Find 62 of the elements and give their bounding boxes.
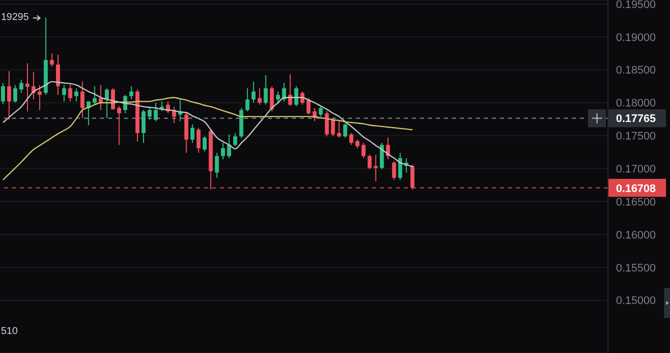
y-tick-label: 0.16500	[616, 196, 656, 208]
candlestick	[398, 152, 402, 180]
candlestick	[362, 142, 366, 159]
annotation: 510	[1, 326, 18, 337]
candlestick	[19, 79, 24, 94]
y-tick-label: 0.15000	[616, 295, 656, 308]
candlestick	[245, 88, 250, 112]
candlestick	[276, 91, 280, 104]
candlestick	[13, 84, 18, 104]
candlestick	[80, 81, 84, 118]
candlestick	[117, 106, 122, 146]
candlestick	[62, 84, 66, 102]
candlestick	[50, 52, 54, 68]
candlestick	[349, 132, 354, 146]
candlestick	[220, 142, 225, 160]
y-tick-label: 0.19500	[616, 0, 656, 11]
candlestick	[74, 88, 78, 102]
candlestick	[1, 82, 5, 105]
candlestick	[202, 136, 207, 152]
y-tick-label: 0.15500	[616, 262, 656, 274]
candlestick	[258, 88, 262, 106]
annotation: 19295	[1, 12, 29, 23]
candlestick	[337, 120, 342, 138]
candlestick	[343, 122, 348, 138]
candlestick	[318, 106, 323, 118]
candlestick	[196, 127, 201, 154]
candlestick	[7, 70, 12, 120]
ref-line-label: 0.16708	[616, 182, 656, 195]
candlestick	[104, 88, 109, 118]
candlestick	[264, 74, 268, 106]
candlestick	[142, 109, 146, 144]
candlestick	[374, 154, 378, 182]
candlestick	[129, 86, 134, 100]
candlestick	[380, 142, 384, 170]
candlestick	[25, 62, 30, 112]
candlestick	[368, 154, 372, 170]
candlestick	[324, 110, 329, 137]
line-series	[2, 96, 414, 180]
y-tick-label: 0.18000	[616, 98, 656, 110]
y-tick-label: 0.17500	[616, 130, 656, 143]
candlestick	[270, 86, 274, 112]
candlestick	[190, 124, 194, 144]
candlestick	[92, 86, 97, 106]
y-tick-label: 0.19000	[616, 32, 656, 44]
candlestick	[252, 81, 256, 104]
candlestick	[56, 54, 60, 96]
candlestick	[148, 108, 152, 120]
candlestick	[68, 84, 72, 102]
y-tick-label: 0.18500	[616, 64, 656, 77]
candlestick	[233, 132, 238, 147]
candlestick	[306, 98, 311, 116]
candlestick	[214, 152, 219, 178]
y-tick-label: 0.16000	[616, 229, 656, 242]
candlestick	[154, 102, 158, 122]
candlestick	[294, 86, 298, 107]
ref-line-label: 0.17765	[616, 113, 656, 126]
candlestick	[410, 164, 414, 190]
candlestick	[227, 134, 232, 159]
candlestick	[330, 117, 335, 137]
y-tick-label: 0.17000	[616, 164, 656, 176]
candlestick	[38, 84, 42, 110]
candlestick	[392, 160, 396, 180]
